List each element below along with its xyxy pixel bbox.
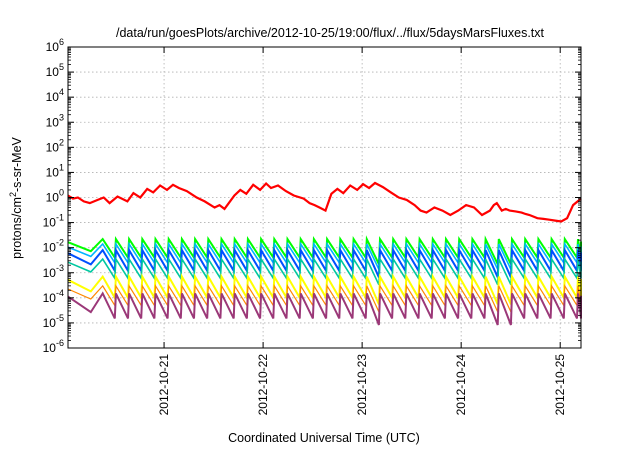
y-tick-label: 101 xyxy=(46,162,64,179)
y-axis-label: protons/cm2-s-sr-MeV xyxy=(8,136,24,258)
x-tick-label: 2012-10-25 xyxy=(553,354,567,416)
y-tick-label: 10-4 xyxy=(43,288,64,305)
y-tick-label: 10-6 xyxy=(43,338,64,355)
y-tick-label: 106 xyxy=(46,37,64,54)
y-tick-label: 10-5 xyxy=(43,313,64,330)
x-tick-label: 2012-10-24 xyxy=(454,354,468,416)
tick-marks xyxy=(68,46,581,349)
y-tick-label: 10-2 xyxy=(43,238,64,255)
y-tick-label: 10-3 xyxy=(43,263,64,280)
x-tick-label: 2012-10-21 xyxy=(157,354,171,416)
chart-title: /data/run/goesPlots/archive/2012-10-25/1… xyxy=(116,26,545,40)
series-layer xyxy=(67,181,582,326)
y-tick-label: 100 xyxy=(46,188,64,205)
y-tick-labels: 10-6 10-5 10-4 10-3 10-2 10-1 100 101 102 103 104 1… xyxy=(43,37,64,355)
y-tick-label: 105 xyxy=(46,62,64,79)
series-line-8 xyxy=(67,291,582,326)
x-axis-label: Coordinated Universal Time (UTC) xyxy=(228,431,420,445)
x-tick-label: 2012-10-23 xyxy=(355,354,369,416)
x-tick-labels: 2012-10-21 2012-10-22 2012-10-23 2012-10-24… xyxy=(157,354,567,416)
y-tick-label: 10-1 xyxy=(43,213,64,230)
grid-lines xyxy=(68,47,581,348)
y-tick-label: 102 xyxy=(46,137,64,154)
x-tick-label: 2012-10-22 xyxy=(256,354,270,416)
y-tick-label: 104 xyxy=(46,87,64,104)
y-tick-label: 103 xyxy=(46,112,64,129)
series-line-1 xyxy=(67,181,582,223)
